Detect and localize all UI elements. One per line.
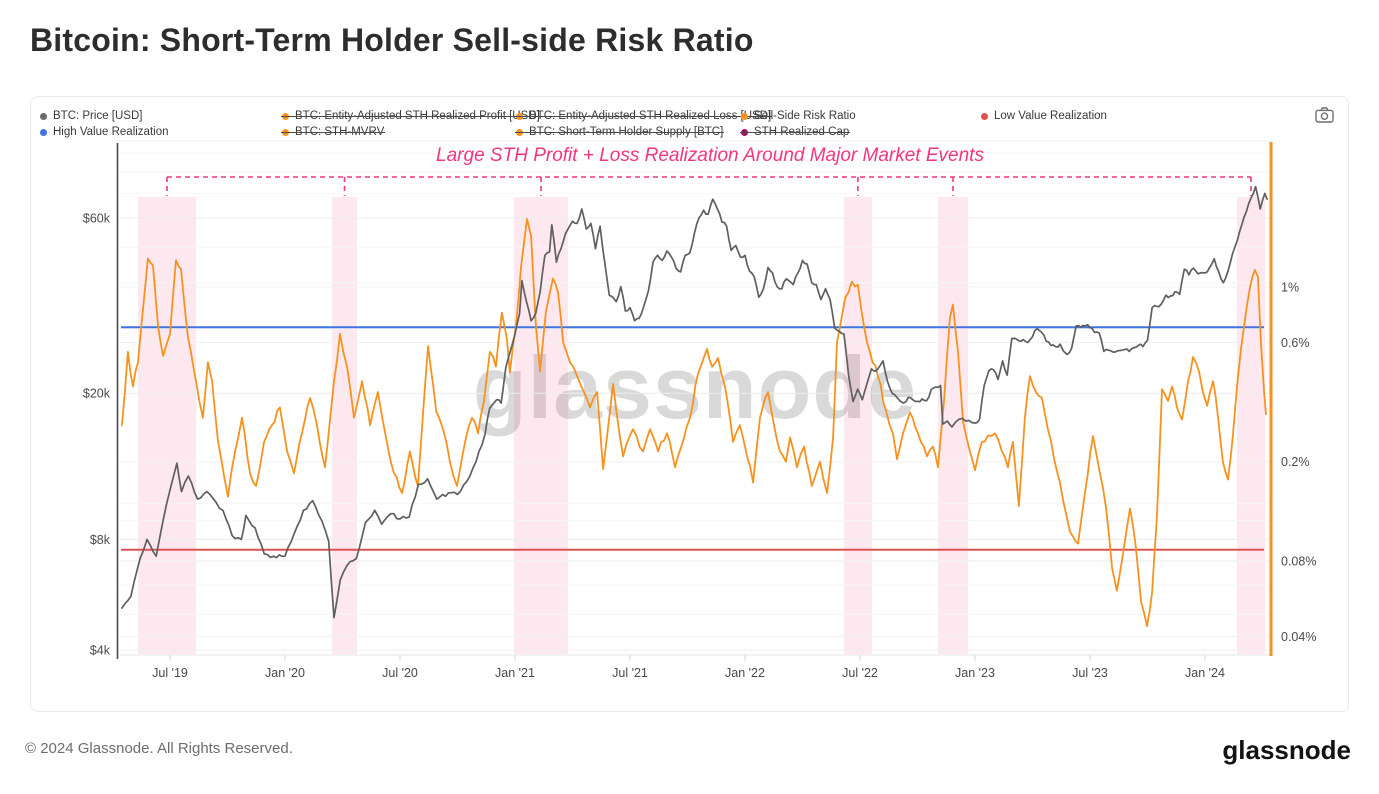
legend-label: STH Realized Cap	[754, 126, 850, 138]
y-right-label: 1%	[1281, 281, 1299, 295]
x-tick-label: Jan '23	[955, 666, 995, 680]
legend-dot	[282, 128, 289, 136]
y-right-label: 0.6%	[1281, 336, 1310, 350]
event-band	[1237, 197, 1266, 654]
legend-item-btc-price-usd[interactable]: BTC: Price [USD]	[40, 110, 142, 122]
x-tick-label: Jan '20	[265, 666, 305, 680]
legend-item-btc-entity-adjusted-sth-realized-loss-usd[interactable]: BTC: Entity-Adjusted STH Realized Loss […	[514, 110, 773, 122]
annotation-text: Large STH Profit + Loss Realization Arou…	[436, 145, 984, 166]
legend-label: BTC: Short-Term Holder Supply [BTC]	[529, 126, 724, 138]
annotation-bracket	[166, 176, 1252, 196]
legend-item-low-value-realization[interactable]: Low Value Realization	[981, 110, 1107, 122]
x-tick-label: Jan '21	[495, 666, 535, 680]
legend-label: BTC: Entity-Adjusted STH Realized Loss […	[529, 110, 772, 122]
y-right-label: 0.04%	[1281, 630, 1316, 644]
legend-dot	[516, 128, 523, 136]
legend-item-btc-sth-mvrv[interactable]: BTC: STH-MVRV	[280, 126, 386, 138]
legend-item-sell-side-risk-ratio[interactable]: Sell-Side Risk Ratio	[741, 110, 856, 122]
legend-dot	[741, 112, 748, 120]
axes	[116, 142, 1273, 659]
axis-labels: $60k $20k $8k $4k 1% 0.6% 0.2% 0.08% 0.04% Jul '1…	[83, 212, 1317, 681]
glassnode-wordmark: glassnode	[1222, 735, 1351, 765]
reference-lines	[121, 326, 1264, 551]
legend-label: BTC: Entity-Adjusted STH Realized Profit…	[295, 110, 540, 122]
event-band	[331, 197, 357, 654]
y-left-label: $4k	[90, 644, 111, 658]
event-bands	[138, 197, 1266, 654]
legend-item-btc-entity-adjusted-sth-realized-profit-usd[interactable]: BTC: Entity-Adjusted STH Realized Profit…	[281, 110, 541, 122]
series-layer	[121, 185, 1268, 627]
legend-label: Low Value Realization	[994, 110, 1107, 122]
btc-price-series	[121, 185, 1268, 619]
event-band	[843, 197, 872, 654]
legend-label: BTC: Price [USD]	[53, 110, 143, 122]
camera-icon	[1314, 107, 1334, 123]
event-band	[138, 197, 196, 654]
legend-dot	[981, 112, 988, 120]
x-tick-label: Jan '22	[725, 666, 765, 680]
x-tick-label: Jul '21	[612, 666, 648, 680]
event-band	[514, 197, 568, 654]
y-left-label: $20k	[83, 387, 111, 401]
legend-item-high-value-realization[interactable]: High Value Realization	[40, 126, 169, 138]
x-tick-label: Jul '22	[842, 666, 878, 680]
legend-dot	[516, 112, 523, 120]
legend-item-sth-realized-cap[interactable]: STH Realized Cap	[739, 126, 851, 138]
legend-label: High Value Realization	[53, 126, 169, 138]
page-title: Bitcoin: Short-Term Holder Sell-side Ris…	[30, 22, 754, 58]
y-right-label: 0.2%	[1281, 455, 1310, 469]
x-tick-label: Jul '20	[382, 666, 418, 680]
chart-card	[30, 96, 1349, 712]
legend-dot	[40, 128, 47, 136]
y-right-label: 0.08%	[1281, 555, 1316, 569]
x-tick-label: Jul '19	[152, 666, 188, 680]
legend-label: Sell-Side Risk Ratio	[754, 110, 856, 122]
legend-dot	[40, 112, 47, 120]
copyright-text: © 2024 Glassnode. All Rights Reserved.	[25, 740, 293, 757]
legend-dot	[741, 128, 748, 136]
x-tick-label: Jan '24	[1185, 666, 1225, 680]
risk-ratio-series	[121, 218, 1267, 627]
gridlines	[119, 140, 1272, 656]
x-tick-label: Jul '23	[1072, 666, 1108, 680]
legend-dot	[282, 112, 289, 120]
legend-label: BTC: STH-MVRV	[295, 126, 385, 138]
y-left-label: $60k	[83, 212, 111, 226]
y-left-label: $8k	[90, 533, 111, 547]
legend-item-btc-short-term-holder-supply-btc[interactable]: BTC: Short-Term Holder Supply [BTC]	[514, 126, 725, 138]
screenshot-button[interactable]	[1306, 100, 1342, 130]
